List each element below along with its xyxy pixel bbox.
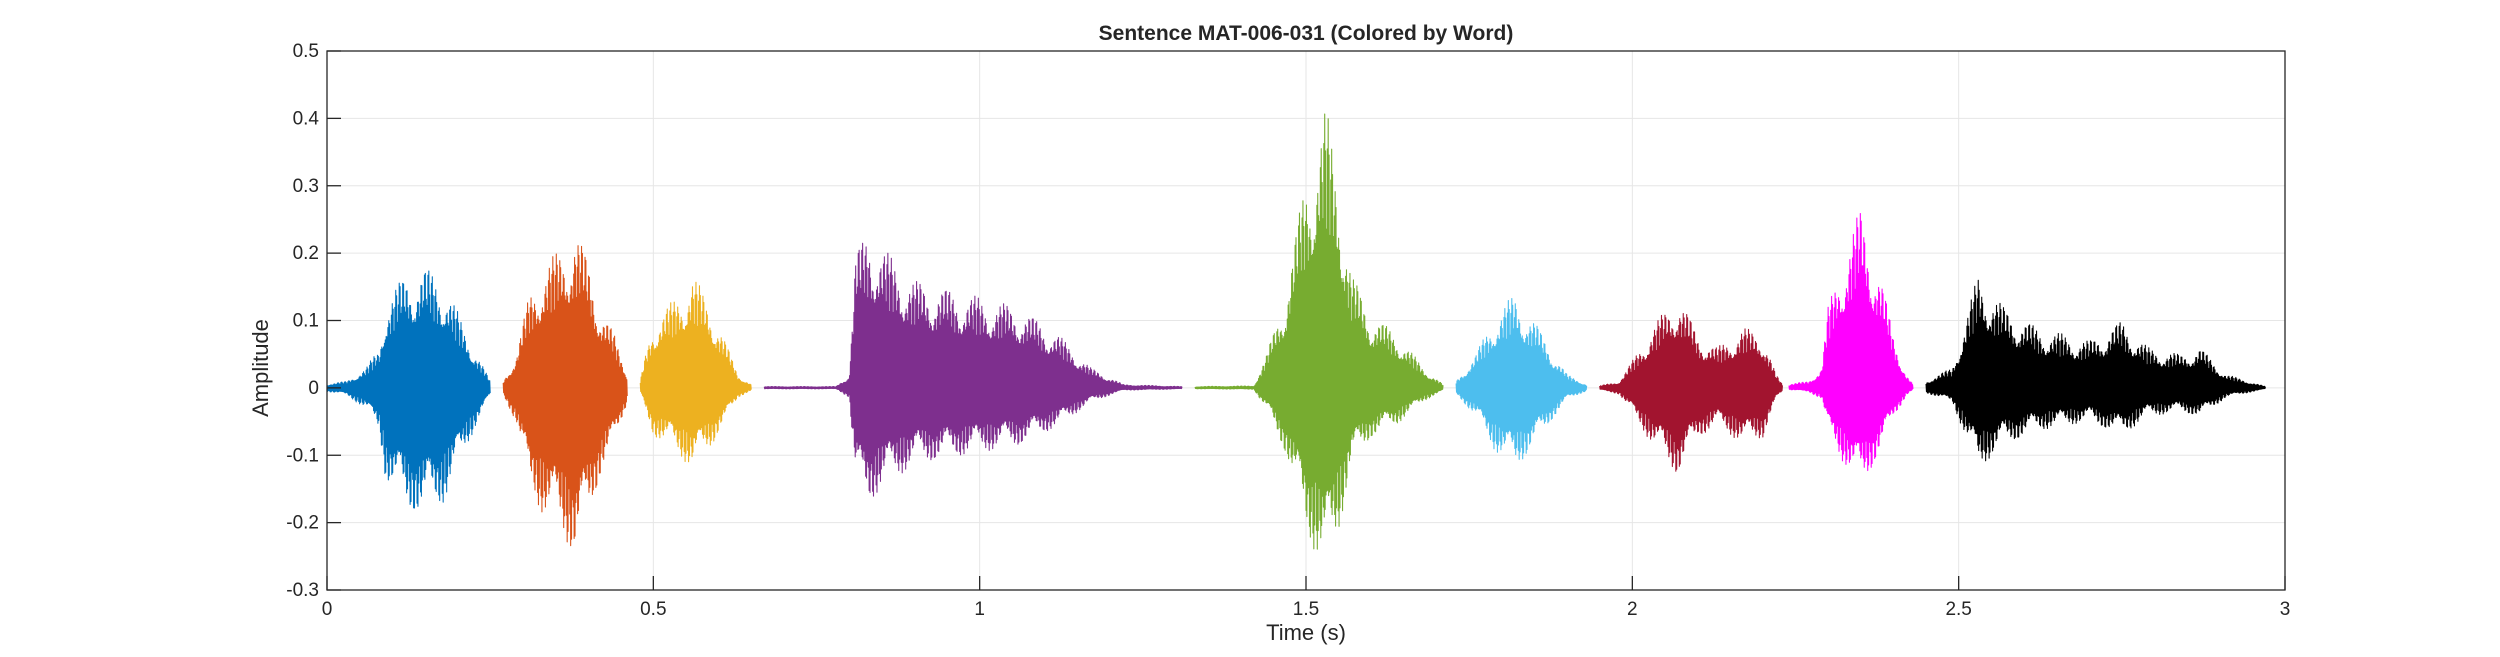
y-tick-label: -0.2 [286,513,319,534]
y-axis-label: Amplitude [248,319,273,417]
y-tick-label: 0.2 [293,243,319,264]
x-tick-label: 1.5 [1293,599,1319,620]
y-tick-label: -0.3 [286,580,319,601]
y-tick-label: 0.3 [293,176,319,197]
waveform-segment [1599,312,1783,472]
waveform-segment [1788,212,1914,472]
axis-ticks: 0 0.5 1 1.5 2 2.5 3 -0.3 -0.2 -0.1 0 0.1 0.2 0.3 0.4 0.… [286,41,2290,620]
x-tick-label: 1 [974,599,985,620]
y-tick-label: 0.1 [293,311,319,332]
x-tick-label: 0.5 [640,599,666,620]
waveform-segment [639,281,752,463]
waveform-segment [502,245,628,547]
x-tick-label: 2.5 [1945,599,1971,620]
x-tick-label: 0 [322,599,333,620]
x-axis-label: Time (s) [1266,620,1346,645]
y-tick-label: 0.5 [293,41,319,62]
waveform-segment [1925,279,2266,462]
waveform-segment [326,270,491,509]
waveform-series [326,113,2266,550]
y-tick-label: 0.4 [293,108,320,129]
y-tick-label: -0.1 [286,445,319,466]
waveform-segment [1455,298,1588,460]
x-tick-label: 3 [2280,599,2291,620]
waveform-segment [1194,113,1444,550]
chart-title: Sentence MAT-006-031 (Colored by Word) [1099,22,1514,45]
waveform-segment [763,242,1183,497]
y-tick-label: 0 [308,378,319,399]
x-tick-label: 2 [1627,599,1638,620]
